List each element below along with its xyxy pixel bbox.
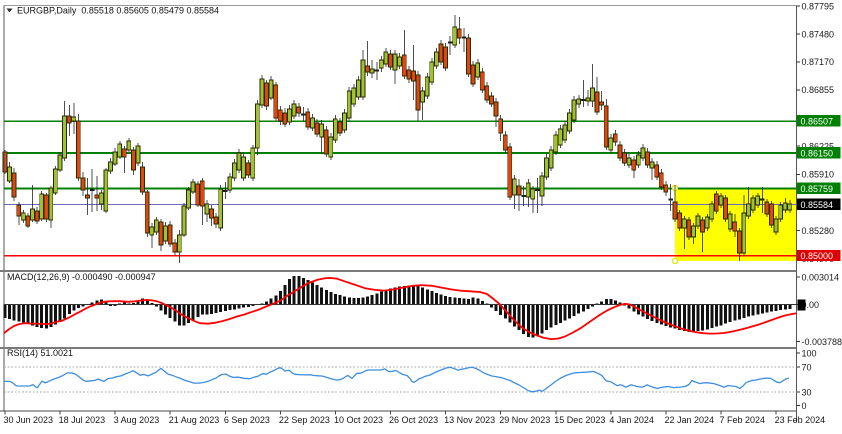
svg-text:0.85000: 0.85000: [801, 251, 834, 261]
svg-text:RSI(14) 51.0021: RSI(14) 51.0021: [7, 348, 73, 358]
svg-text:6 Sep 2023: 6 Sep 2023: [224, 415, 270, 425]
svg-text:MACD(12,26,9) -0.000490 -0.000: MACD(12,26,9) -0.000490 -0.000947: [7, 272, 156, 282]
svg-text:0: 0: [802, 401, 807, 411]
svg-text:7 Feb 2024: 7 Feb 2024: [720, 415, 766, 425]
svg-text:26 Oct 2023: 26 Oct 2023: [389, 415, 438, 425]
svg-text:29 Nov 2023: 29 Nov 2023: [499, 415, 550, 425]
svg-text:-0.003788: -0.003788: [802, 337, 842, 347]
svg-text:4 Jan 2024: 4 Jan 2024: [609, 415, 654, 425]
svg-text:30: 30: [802, 388, 812, 398]
svg-text:0.003014: 0.003014: [802, 272, 840, 282]
svg-text:22 Jan 2024: 22 Jan 2024: [664, 415, 714, 425]
svg-text:3 Aug 2023: 3 Aug 2023: [114, 415, 160, 425]
svg-text:21 Aug 2023: 21 Aug 2023: [169, 415, 220, 425]
svg-text:0.85584: 0.85584: [801, 200, 834, 210]
svg-text:0.86225: 0.86225: [802, 142, 835, 152]
svg-text:13 Nov 2023: 13 Nov 2023: [444, 415, 495, 425]
svg-text:0.87795: 0.87795: [802, 1, 835, 11]
svg-text:18 Jul 2023: 18 Jul 2023: [59, 415, 106, 425]
svg-text:10 Oct 2023: 10 Oct 2023: [334, 415, 383, 425]
svg-text:100: 100: [802, 348, 817, 358]
svg-text:0.86507: 0.86507: [801, 117, 834, 127]
svg-text:EURGBP,Daily 0.85518 0.85605: EURGBP,Daily 0.85518 0.85605 0.85479 0.8…: [17, 6, 219, 16]
svg-text:0.85910: 0.85910: [802, 170, 835, 180]
svg-text:0.86150: 0.86150: [801, 149, 834, 159]
svg-text:0.00: 0.00: [802, 300, 820, 310]
svg-text:23 Feb 2024: 23 Feb 2024: [775, 415, 826, 425]
svg-text:0.86855: 0.86855: [802, 85, 835, 95]
svg-text:70: 70: [802, 363, 812, 373]
svg-text:0.87480: 0.87480: [802, 29, 835, 39]
svg-text:0.87170: 0.87170: [802, 57, 835, 67]
svg-text:30 Jun 2023: 30 Jun 2023: [4, 415, 54, 425]
svg-text:0.85759: 0.85759: [801, 184, 834, 194]
svg-text:22 Sep 2023: 22 Sep 2023: [279, 415, 330, 425]
svg-text:0.85280: 0.85280: [802, 226, 835, 236]
svg-text:15 Dec 2023: 15 Dec 2023: [554, 415, 605, 425]
